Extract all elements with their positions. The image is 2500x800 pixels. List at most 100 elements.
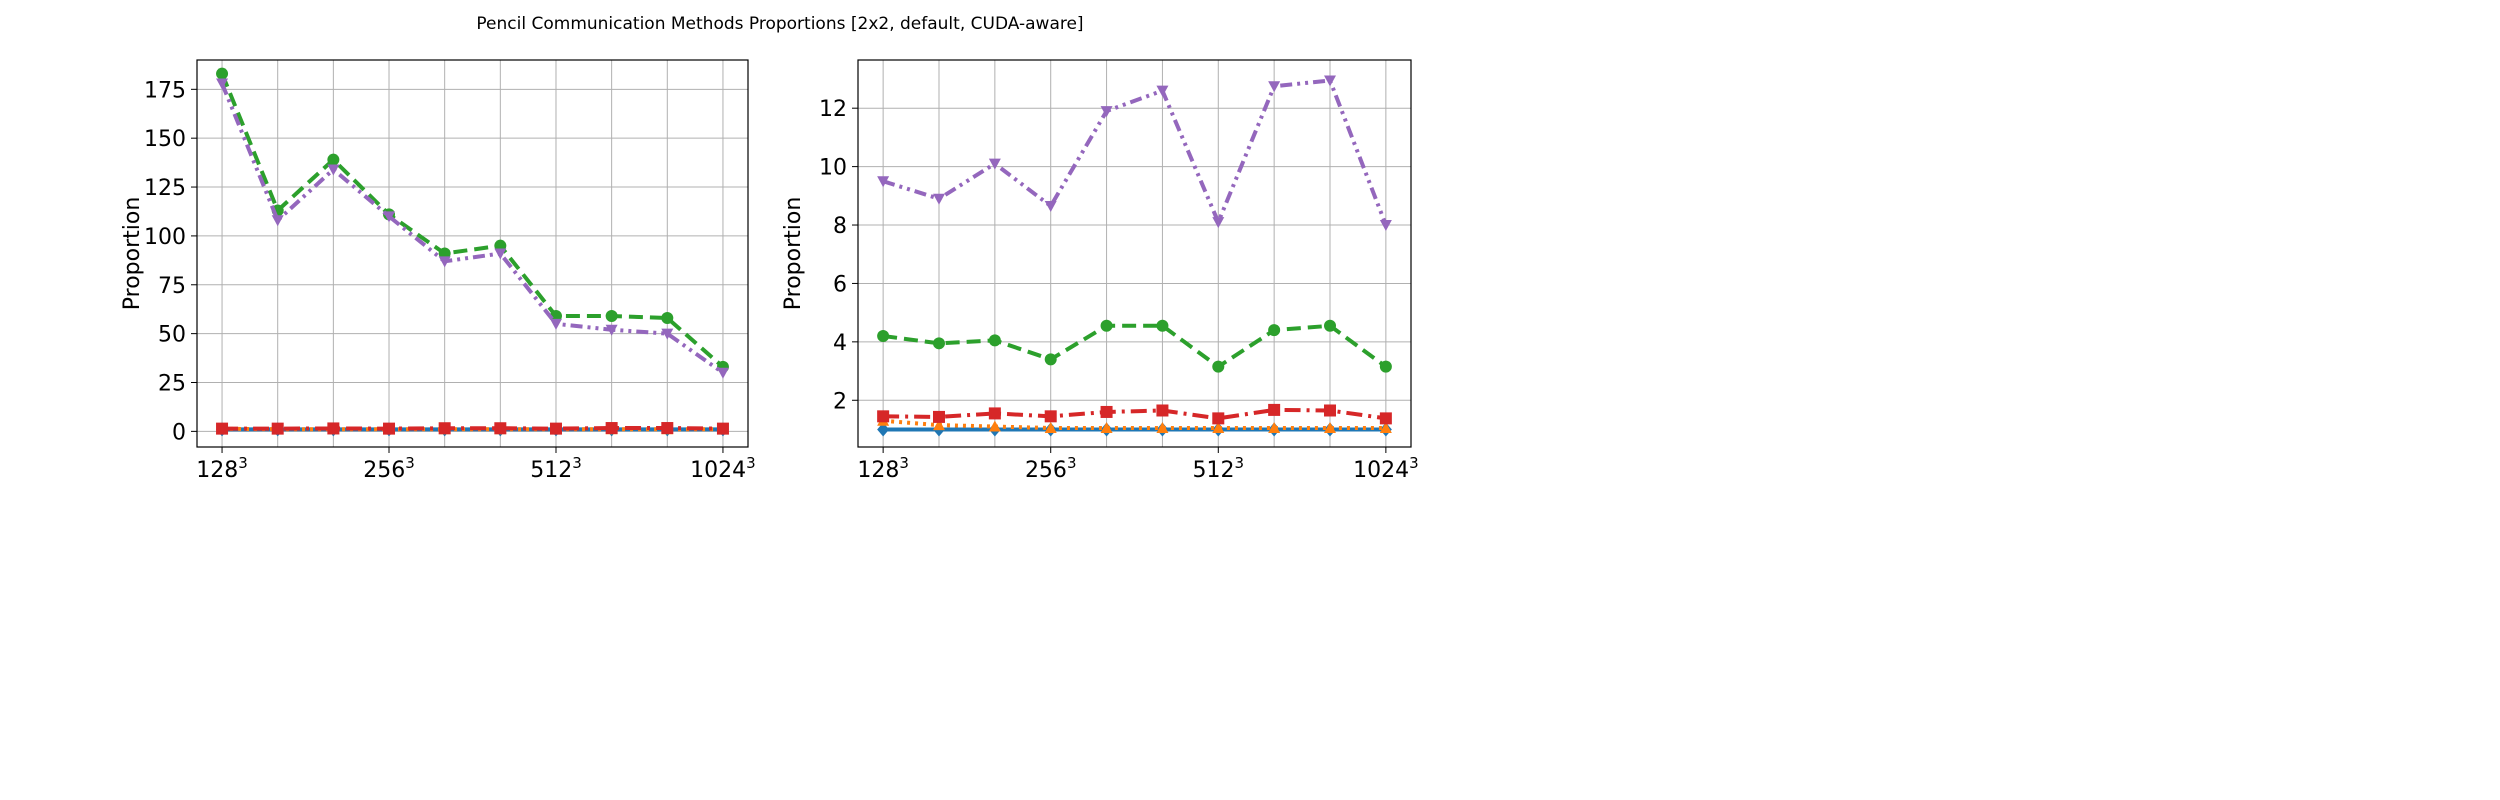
triangle-down-marker: [1379, 220, 1392, 232]
y-tick-label: 10: [819, 156, 847, 181]
circle-marker: [1156, 319, 1169, 332]
triangle-up-marker: [1379, 422, 1392, 434]
circle-marker: [605, 310, 618, 323]
triangle-down-marker: [1212, 217, 1225, 229]
triangle-up-marker: [988, 420, 1001, 432]
square-marker: [716, 422, 729, 435]
square-marker: [1212, 412, 1225, 425]
triangle-down-marker: [1100, 106, 1113, 118]
triangle-up-marker: [1324, 422, 1337, 434]
x-tick-label: 1283: [196, 454, 248, 483]
series-line-green: [882, 323, 1388, 369]
plot-frame: [857, 59, 1412, 448]
y-tick-label: 8: [833, 214, 847, 239]
y-tick-label: 0: [172, 420, 186, 445]
series-group: [216, 67, 729, 437]
y-tick-label: 125: [144, 176, 186, 201]
figure-title: Pencil Communication Methods Proportions…: [476, 14, 1084, 34]
triangle-down-marker: [661, 328, 674, 340]
square-marker: [661, 422, 674, 435]
x-tick-label: 5123: [530, 454, 582, 483]
square-marker: [494, 422, 507, 435]
square-marker: [271, 422, 284, 435]
y-tick-label: 50: [158, 323, 186, 348]
circle-marker: [661, 312, 674, 324]
triangle-down-marker: [438, 256, 451, 268]
square-marker: [605, 422, 618, 435]
grid: [858, 60, 1411, 447]
circle-marker: [216, 67, 229, 80]
chart-panel-right: 2 4 6 8 10 12 1283 2563 5123 10243 Proportion: [781, 59, 1419, 483]
triangle-down-marker: [383, 211, 396, 223]
circle-marker: [932, 337, 945, 350]
triangle-down-marker: [1324, 75, 1337, 87]
triangle-down-marker: [327, 164, 340, 176]
grid: [197, 60, 748, 447]
y-tick-label: 25: [158, 372, 186, 397]
y-tick-label: 12: [819, 97, 847, 122]
square-marker: [988, 407, 1001, 420]
triangle-down-marker: [932, 193, 945, 205]
circle-marker: [1379, 360, 1392, 373]
y-axis-label: Proportion: [120, 197, 145, 311]
circle-marker: [1044, 353, 1057, 366]
series-line-orange: [882, 418, 1386, 431]
square-marker: [327, 422, 340, 435]
circle-marker: [988, 334, 1001, 347]
y-tick-label: 6: [833, 272, 847, 297]
y-tick-label: 100: [144, 225, 186, 250]
triangle-up-marker: [1268, 422, 1281, 434]
circle-marker: [1324, 319, 1337, 332]
triangle-down-marker: [271, 215, 284, 227]
triangle-up-marker: [1100, 422, 1113, 434]
circle-marker: [327, 153, 340, 166]
triangle-down-marker: [988, 158, 1001, 170]
y-tick-label: 175: [144, 78, 186, 103]
circle-marker: [1212, 360, 1225, 373]
x-tick-label: 10243: [1353, 454, 1419, 483]
series-group: [877, 75, 1392, 437]
y-tick-label: 2: [833, 389, 847, 414]
x-tick-label: 2563: [1025, 454, 1077, 483]
x-tick-label: 5123: [1193, 454, 1245, 483]
x-tick-label: 10243: [690, 454, 756, 483]
triangle-down-marker: [1156, 85, 1169, 97]
triangle-down-marker: [494, 248, 507, 260]
square-marker: [932, 410, 945, 423]
series-line-purple: [220, 82, 725, 375]
square-marker: [549, 422, 562, 435]
triangle-up-marker: [1044, 422, 1057, 434]
plot-frame: [196, 59, 749, 448]
square-marker: [1379, 412, 1392, 425]
series-line-red: [883, 407, 1387, 421]
x-tick-label: 1283: [857, 454, 909, 483]
diamond-marker: [877, 422, 890, 437]
triangle-down-marker: [216, 78, 229, 90]
chart-panel-left: 0 25 50 75 100 125 150 175 1283 2563 5123 10243 Prop…: [120, 59, 756, 483]
square-marker: [1044, 410, 1057, 423]
circle-marker: [1268, 324, 1281, 337]
triangle-down-marker: [877, 176, 890, 188]
square-marker: [1100, 405, 1113, 418]
square-marker: [438, 422, 451, 435]
triangle-up-marker: [932, 419, 945, 431]
triangle-up-marker: [1212, 422, 1225, 434]
triangle-down-marker: [716, 367, 729, 379]
y-tick-label: 150: [144, 127, 186, 152]
triangle-down-marker: [549, 318, 562, 330]
square-marker: [1324, 404, 1337, 417]
triangle-up-marker: [1156, 422, 1169, 434]
square-marker: [216, 422, 229, 435]
y-tick-label: 75: [158, 274, 186, 299]
y-axis-label: Proportion: [781, 197, 806, 311]
square-marker: [1156, 404, 1169, 417]
triangle-down-marker: [1044, 201, 1057, 213]
triangle-down-marker: [1268, 81, 1281, 93]
x-tick-label: 2563: [363, 454, 415, 483]
square-marker: [383, 422, 396, 435]
series-line-green: [220, 72, 725, 369]
square-marker: [877, 410, 890, 423]
series-line-purple: [882, 78, 1388, 226]
square-marker: [1268, 403, 1281, 416]
